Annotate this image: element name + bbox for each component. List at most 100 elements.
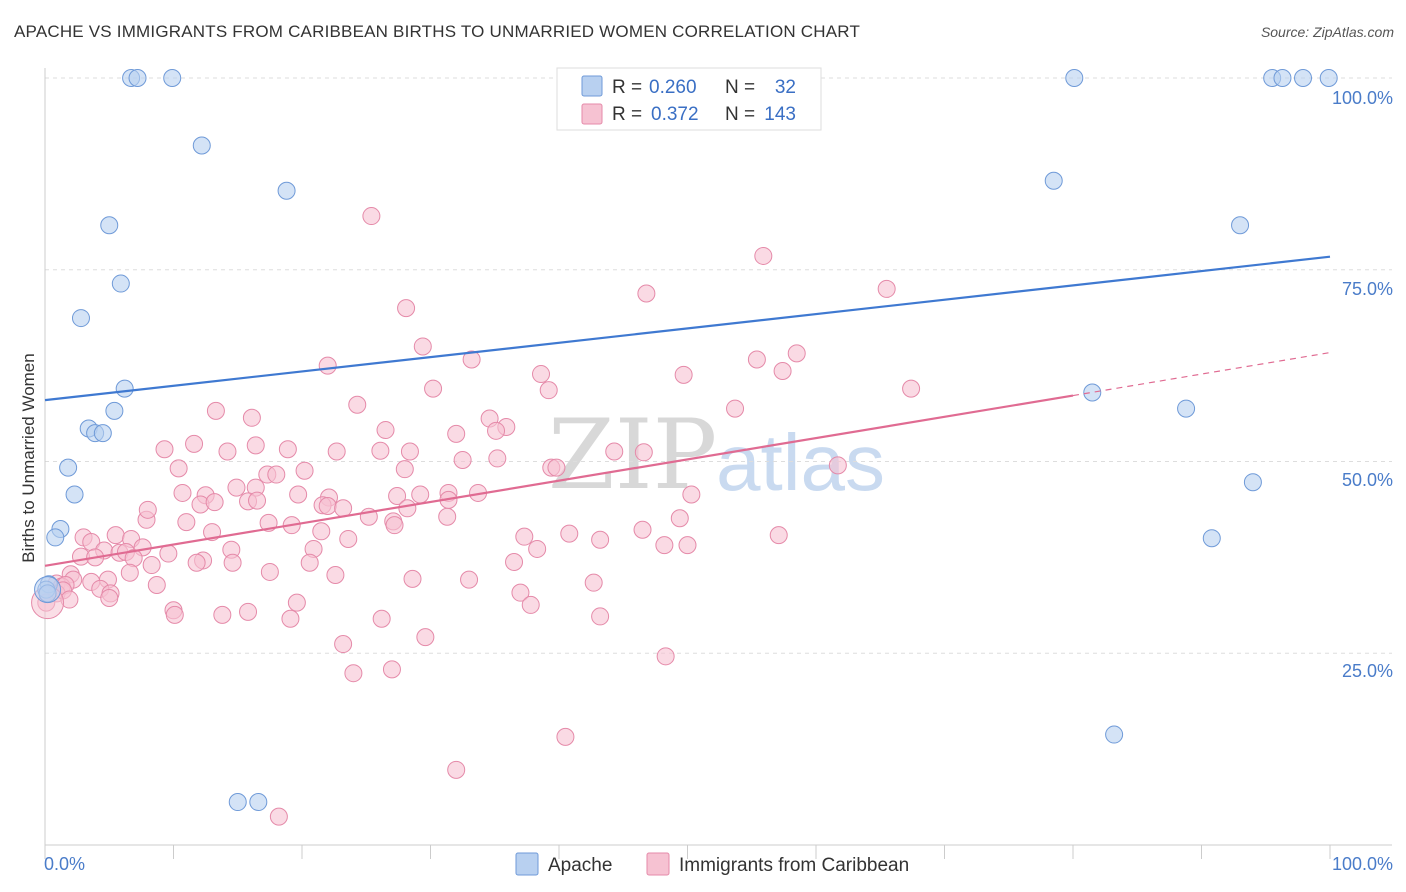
caribbean-point <box>260 562 279 581</box>
caribbean-point <box>397 299 416 318</box>
caribbean-point <box>300 553 319 572</box>
series-legend: Apache Immigrants from Caribbean <box>515 852 909 876</box>
legend-r-label-caribbean: R = <box>612 104 642 125</box>
apache-point <box>71 309 90 328</box>
caribbean-point <box>670 509 689 528</box>
caribbean-point <box>416 628 435 647</box>
y-tick-label-25: 25.0% <box>1342 661 1393 681</box>
legend-n-label-apache: N = <box>725 77 755 98</box>
caribbean-point <box>584 573 603 592</box>
caribbean-point <box>165 605 184 624</box>
caribbean-point <box>312 522 331 541</box>
apache-point <box>1065 69 1084 87</box>
caribbean-point <box>438 507 457 526</box>
caribbean-point <box>674 365 693 384</box>
apache-point <box>128 69 147 87</box>
apache-point <box>1202 529 1221 548</box>
caribbean-point <box>318 496 337 515</box>
caribbean-point <box>173 483 192 502</box>
caribbean-point <box>295 461 314 480</box>
legend-n-value-caribbean: 143 <box>764 104 796 125</box>
caribbean-point <box>205 493 224 512</box>
y-tick-label-100: 100.0% <box>1332 88 1393 108</box>
caribbean-trend-extension <box>1072 351 1331 397</box>
caribbean-point <box>287 593 306 612</box>
caribbean-point <box>227 478 246 497</box>
caribbean-point <box>281 609 300 628</box>
caribbean-point <box>206 401 225 420</box>
caribbean-point <box>902 379 921 398</box>
apache-point <box>59 458 78 477</box>
stats-legend: R = 0.260 N = 32 R = 0.372 N = 143 <box>556 67 822 131</box>
caribbean-point <box>278 440 297 459</box>
caribbean-point <box>521 595 540 614</box>
caribbean-point <box>388 487 407 506</box>
apache-point <box>105 401 124 420</box>
caribbean-point <box>726 399 745 418</box>
apache-point <box>111 274 130 293</box>
caribbean-point <box>169 459 188 478</box>
caribbean-point <box>424 379 443 398</box>
caribbean-point <box>528 539 547 558</box>
caribbean-point <box>239 602 258 621</box>
caribbean-point <box>539 381 558 400</box>
caribbean-point <box>248 491 267 510</box>
caribbean-point <box>591 607 610 626</box>
caribbean-point <box>754 246 773 265</box>
apache-point <box>249 793 268 812</box>
legend-n-label-caribbean: N = <box>725 104 755 125</box>
caribbean-point <box>460 570 479 589</box>
caribbean-point <box>682 485 701 504</box>
caribbean-point <box>155 440 174 459</box>
caribbean-point <box>462 350 481 369</box>
legend-swatch-caribbean <box>581 103 603 125</box>
legend-r-label-apache: R = <box>612 77 642 98</box>
bottom-legend-swatch-caribbean <box>646 852 670 876</box>
caribbean-point <box>269 807 288 826</box>
caribbean-point <box>678 536 697 555</box>
caribbean-point <box>532 365 551 384</box>
apache-point <box>1319 69 1338 87</box>
caribbean-point <box>605 442 624 461</box>
caribbean-point <box>828 456 847 475</box>
apache-points <box>34 69 1338 812</box>
caribbean-point <box>382 660 401 679</box>
caribbean-point <box>327 442 346 461</box>
caribbean-point <box>100 589 119 608</box>
apache-point <box>163 69 182 87</box>
caribbean-point <box>787 344 806 363</box>
caribbean-point <box>453 450 472 469</box>
trend-lines <box>44 255 1331 567</box>
legend-swatch-apache <box>581 75 603 97</box>
bottom-legend-label-apache: Apache <box>548 855 612 876</box>
caribbean-point <box>326 566 345 585</box>
caribbean-point <box>372 609 391 628</box>
apache-point <box>93 424 112 443</box>
caribbean-point <box>339 529 358 548</box>
caribbean-point <box>403 569 422 588</box>
x-tick-marks <box>44 845 1331 859</box>
caribbean-point <box>634 443 653 462</box>
caribbean-point <box>655 536 674 555</box>
y-tick-label-75: 75.0% <box>1342 279 1393 299</box>
caribbean-point <box>637 284 656 303</box>
apache-point <box>1294 69 1313 87</box>
caribbean-point <box>185 434 204 453</box>
caribbean-point <box>656 647 675 666</box>
caribbean-point <box>560 524 579 543</box>
apache-point <box>1105 725 1124 744</box>
chart-title: APACHE VS IMMIGRANTS FROM CARIBBEAN BIRT… <box>14 22 861 41</box>
caribbean-point <box>362 207 381 226</box>
caribbean-point <box>447 760 466 779</box>
caribbean-point <box>334 499 353 518</box>
apache-point <box>228 793 247 812</box>
caribbean-point <box>213 605 232 624</box>
caribbean-point <box>747 350 766 369</box>
caribbean-point <box>511 583 530 602</box>
caribbean-point <box>120 563 139 582</box>
caribbean-point <box>147 575 166 594</box>
caribbean-point <box>877 279 896 298</box>
caribbean-point <box>385 516 404 535</box>
caribbean-point <box>289 485 308 504</box>
